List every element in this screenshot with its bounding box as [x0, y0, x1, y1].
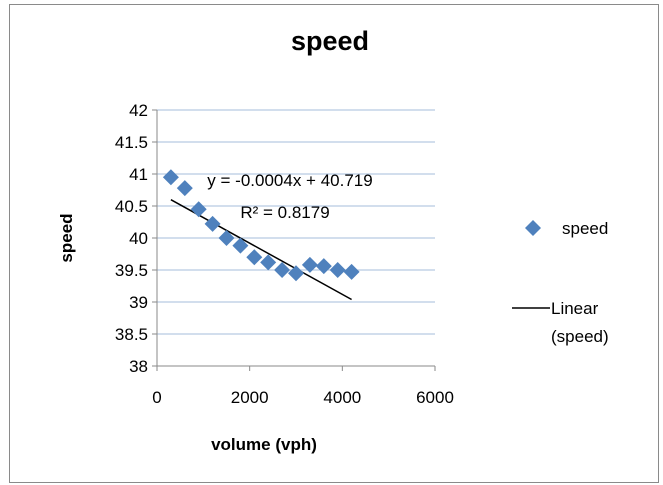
- data-point: [162, 169, 179, 186]
- data-point: [260, 254, 277, 271]
- y-tick-label: 41: [129, 165, 148, 184]
- y-tick-label: 40: [129, 229, 148, 248]
- chart-title: speed: [291, 26, 369, 56]
- x-tick-label: 6000: [416, 388, 454, 407]
- trendline-equation: y = -0.0004x + 40.719: [207, 171, 372, 190]
- x-axis-label: volume (vph): [211, 435, 317, 454]
- legend-marker-speed: [525, 220, 541, 236]
- x-tick-label: 4000: [323, 388, 361, 407]
- data-point: [190, 201, 207, 218]
- data-point: [218, 230, 235, 246]
- y-tick-label: 39: [129, 293, 148, 312]
- legend-label-speed: speed: [562, 219, 608, 238]
- data-point: [176, 180, 193, 197]
- data-point: [204, 215, 221, 232]
- trendline: [170, 199, 352, 301]
- data-points: [162, 169, 360, 282]
- trendline-group: [170, 199, 352, 301]
- chart-frame: [9, 4, 659, 483]
- y-axis-label: speed: [57, 213, 76, 262]
- x-tick-labels: 0 2000 4000 6000: [152, 388, 454, 407]
- data-point: [274, 262, 291, 278]
- legend-label-trend-line1: Linear: [551, 299, 599, 318]
- x-tick-label: 0: [152, 388, 161, 407]
- trendline-r-squared: R² = 0.8179: [240, 203, 329, 222]
- data-point: [246, 249, 263, 266]
- data-point: [301, 256, 318, 273]
- data-point: [288, 265, 304, 282]
- gridlines: [157, 109, 435, 335]
- data-point: [232, 237, 249, 254]
- x-tick-label: 2000: [231, 388, 269, 407]
- data-point: [315, 258, 332, 275]
- legend: speed Linear (speed): [512, 219, 609, 346]
- y-tick-label: 41.5: [115, 133, 148, 152]
- y-tick-label: 40.5: [115, 197, 148, 216]
- axes: [152, 109, 436, 371]
- data-point: [343, 263, 360, 280]
- y-tick-label: 38: [129, 357, 148, 376]
- legend-label-trend-line2: (speed): [551, 327, 609, 346]
- y-tick-label: 38.5: [115, 325, 148, 344]
- y-tick-labels: 38 38.5 39 39.5 40 40.5 41 41.5 42: [115, 101, 148, 376]
- data-point: [329, 262, 346, 278]
- y-tick-label: 39.5: [115, 261, 148, 280]
- y-tick-label: 42: [129, 101, 148, 120]
